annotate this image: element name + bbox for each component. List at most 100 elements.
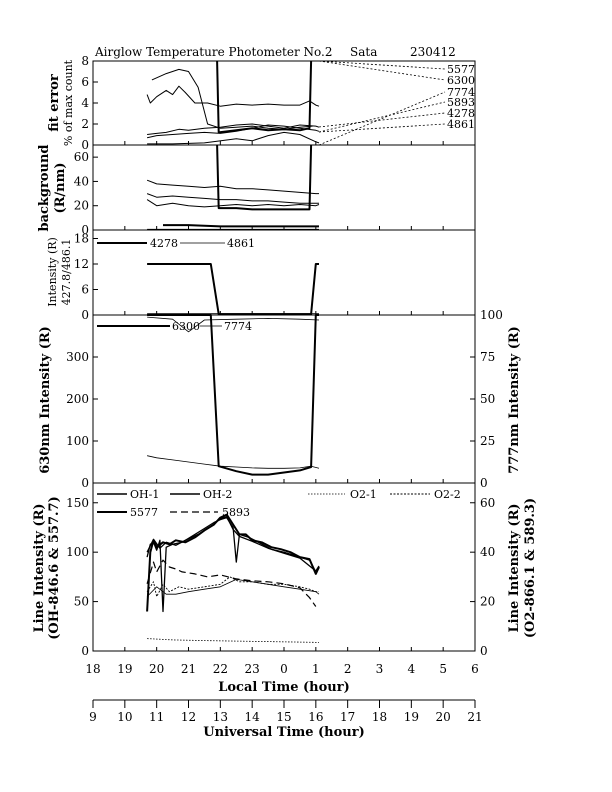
series-line-intensity-OH-1: [146, 516, 320, 613]
background-ylabel-1: background: [37, 144, 52, 231]
ytick-label-intensity-427-486-3: 18: [74, 232, 89, 246]
lt-tick-label-2: 20: [149, 662, 164, 676]
legend-label-oh1: OH-1: [130, 488, 159, 501]
i777-ylabel: 777nm Intensity (R): [507, 326, 522, 474]
fit-error-label-4861: 4861: [447, 118, 475, 131]
ytick-right-label-line-intensity-0: 0: [480, 644, 488, 658]
lt-tick-label-11: 5: [439, 662, 447, 676]
panel-intensity-427-486: 0 6 12 18 Intensity (R) 427.8/486.1 4278 48…: [46, 229, 476, 322]
fit-error-leader-7774: [318, 91, 446, 146]
series-line-intensity-OH-2: [146, 515, 320, 572]
panel-background-frame: [92, 144, 476, 231]
ytick-label-intensity-427-486-0: 0: [81, 308, 89, 322]
lt-tick-label-3: 21: [181, 662, 196, 676]
universal-time-axis: 9 10 11 12 13 14 15 16 17 18 19 20 21: [89, 700, 483, 724]
legend-label-5577: 5577: [130, 506, 158, 519]
series-line-intensity-6: [146, 579, 320, 597]
series-fit-error-4861: [147, 131, 320, 145]
series-background-0: [146, 179, 319, 195]
fit-error-label-4278: 4278: [447, 107, 475, 120]
series-intensity-630-777-7774: [147, 455, 320, 469]
ytick-label-line-intensity-0: 0: [81, 644, 89, 658]
series-fit-error-5893: [147, 123, 320, 135]
legend-label-5893: 5893: [222, 506, 250, 519]
lt-tick-label-7: 1: [312, 662, 320, 676]
ytick-label-intensity-630-777-3: 300: [66, 350, 89, 364]
ytick-right-label-line-intensity-3: 60: [480, 496, 495, 510]
panel-line-intensity: 0 50 100 150 0 20 40 60 Line Intensity (R) (OH…: [32, 482, 538, 658]
series-intensity-427-486-4278: [147, 263, 319, 316]
ytick-label-fit-error-3: 6: [81, 75, 89, 89]
ytick-right-label-line-intensity-1: 20: [480, 595, 495, 609]
legend-label-4278: 4278: [150, 237, 178, 250]
series-fit-error-6300: [216, 60, 313, 134]
panel-background: 0 20 40 60 background (R/nm): [37, 144, 476, 237]
lt-tick-label-5: 23: [245, 662, 260, 676]
i427-ylabel-1: Intensity (R): [46, 237, 59, 307]
ytick-label-intensity-427-486-1: 6: [81, 283, 89, 297]
lt-tick-label-8: 2: [344, 662, 352, 676]
panel-intensity-630-777: 0 100 200 300 0 25 50 75 100 630nm Intensity (R…: [38, 308, 522, 490]
ytick-label-intensity-427-486-2: 12: [74, 257, 89, 271]
fit-error-label-7774: 7774: [447, 86, 475, 99]
series-line-intensity-5577: [146, 513, 320, 612]
legend-label-7774: 7774: [224, 320, 252, 333]
panel-fit-error: 0 2 4 6 8 fit error % of max count 557763007…: [47, 54, 476, 152]
ytick-label-background-0: 0: [81, 223, 89, 237]
ytick-label-fit-error-4: 8: [81, 54, 89, 68]
legend-label-4861: 4861: [227, 237, 255, 250]
ut-tick-label-6: 15: [276, 710, 291, 724]
i630-ylabel: 630nm Intensity (R): [38, 326, 53, 474]
fit-error-leader-4861: [318, 123, 446, 133]
ut-tick-label-4: 13: [213, 710, 228, 724]
series-background-4: [163, 224, 319, 228]
ut-tick-label-12: 21: [467, 710, 482, 724]
fit-error-label-5893: 5893: [447, 96, 475, 109]
series-fit-error-4278: [146, 124, 320, 139]
panel-intensity-630-777-frame: [92, 314, 476, 484]
ut-tick-label-0: 9: [89, 710, 97, 724]
ytick-label-intensity-630-777-2: 200: [66, 392, 89, 406]
ytick-label-background-2: 40: [74, 174, 89, 188]
fit-error-label-5577: 5577: [447, 63, 475, 76]
lt-tick-label-10: 4: [408, 662, 416, 676]
ut-tick-label-8: 17: [340, 710, 355, 724]
ut-tick-label-10: 19: [404, 710, 419, 724]
line-ylabel-right-1: Line Intensity (R): [507, 503, 522, 632]
background-ylabel-2: (R/nm): [53, 162, 68, 213]
i427-ylabel-2: 427.8/486.1: [60, 239, 73, 306]
fit-error-ylabel-2: % of max count: [62, 59, 75, 146]
lt-tick-label-1: 19: [117, 662, 132, 676]
local-time-axis: 18 19 20 21 22 23 0 1 2 3 4 5 6: [85, 662, 478, 676]
ytick-label-line-intensity-3: 150: [66, 496, 89, 510]
ytick-label-intensity-630-777-1: 100: [66, 434, 89, 448]
fit-error-leader-6300: [318, 60, 446, 81]
line-ylabel-right-2: (O2-866.1 & 589.3): [523, 498, 538, 638]
ut-tick-label-5: 14: [245, 710, 261, 724]
ut-tick-label-11: 20: [436, 710, 451, 724]
ytick-label-fit-error-2: 4: [81, 96, 89, 110]
ytick-label-line-intensity-2: 100: [66, 545, 89, 559]
series-background-3: [216, 144, 313, 211]
local-time-xlabel: Local Time (hour): [218, 680, 350, 695]
series-background-1: [146, 193, 319, 204]
lt-tick-label-0: 18: [85, 662, 100, 676]
legend-label-oh2: OH-2: [203, 488, 232, 501]
universal-time-xlabel: Universal Time (hour): [203, 725, 365, 740]
series-intensity-630-777-6300: [147, 314, 319, 476]
ytick-right-label-intensity-630-777-3: 75: [480, 350, 495, 364]
ytick-label-fit-error-1: 2: [81, 117, 89, 131]
ut-tick-label-3: 12: [181, 710, 196, 724]
series-intensity-630-777-2: [147, 316, 320, 333]
chart-title: Airglow Temperature Photometer No.2: [94, 45, 333, 59]
chart-date-code: 230412: [410, 45, 456, 59]
ytick-right-label-intensity-630-777-0: 0: [480, 476, 488, 490]
ytick-label-line-intensity-1: 50: [74, 595, 89, 609]
series-fit-error-5577: [151, 68, 313, 130]
ytick-right-label-line-intensity-2: 40: [480, 545, 495, 559]
series-line-intensity-O2-2: [146, 576, 319, 598]
legend-label-6300: 6300: [172, 320, 200, 333]
fit-error-leader-4278: [318, 112, 446, 128]
lt-tick-label-12: 6: [471, 662, 479, 676]
